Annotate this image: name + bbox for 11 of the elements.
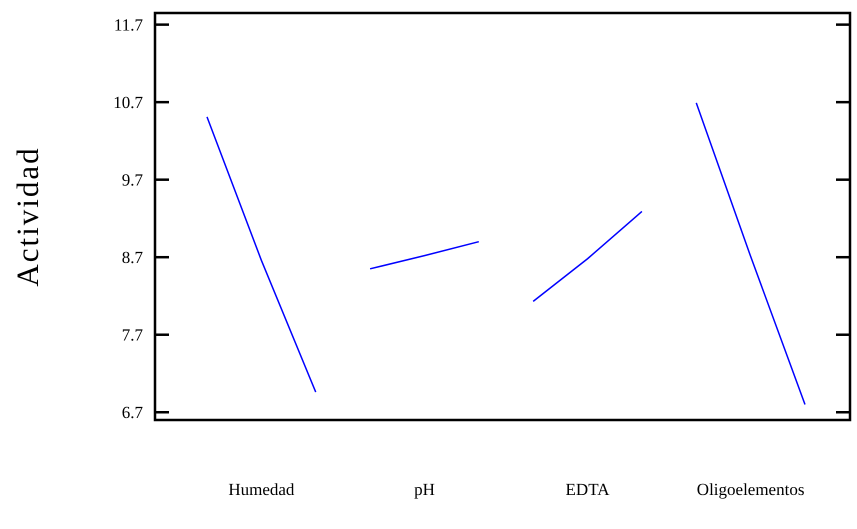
y-tick-label: 8.7 bbox=[122, 248, 144, 268]
y-tick-label: 9.7 bbox=[122, 170, 144, 190]
y-tick-label: 6.7 bbox=[122, 403, 144, 422]
x-tick-label: EDTA bbox=[566, 480, 610, 499]
y-axis-title: Actividad bbox=[10, 146, 45, 287]
y-tick-label: 7.7 bbox=[122, 326, 144, 345]
x-tick-label: Oligoelementos bbox=[696, 480, 804, 499]
x-tick-label: pH bbox=[414, 480, 435, 499]
y-tick-label: 11.7 bbox=[114, 16, 144, 35]
x-tick-label: Humedad bbox=[228, 480, 295, 499]
y-tick-label: 10.7 bbox=[113, 93, 144, 112]
